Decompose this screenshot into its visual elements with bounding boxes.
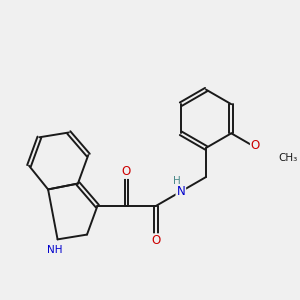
Text: O: O: [122, 165, 131, 178]
Text: H: H: [173, 176, 181, 185]
Text: CH₃: CH₃: [279, 153, 298, 163]
Text: N: N: [176, 185, 185, 198]
Text: O: O: [251, 139, 260, 152]
Text: O: O: [151, 234, 160, 247]
Text: NH: NH: [47, 245, 62, 255]
